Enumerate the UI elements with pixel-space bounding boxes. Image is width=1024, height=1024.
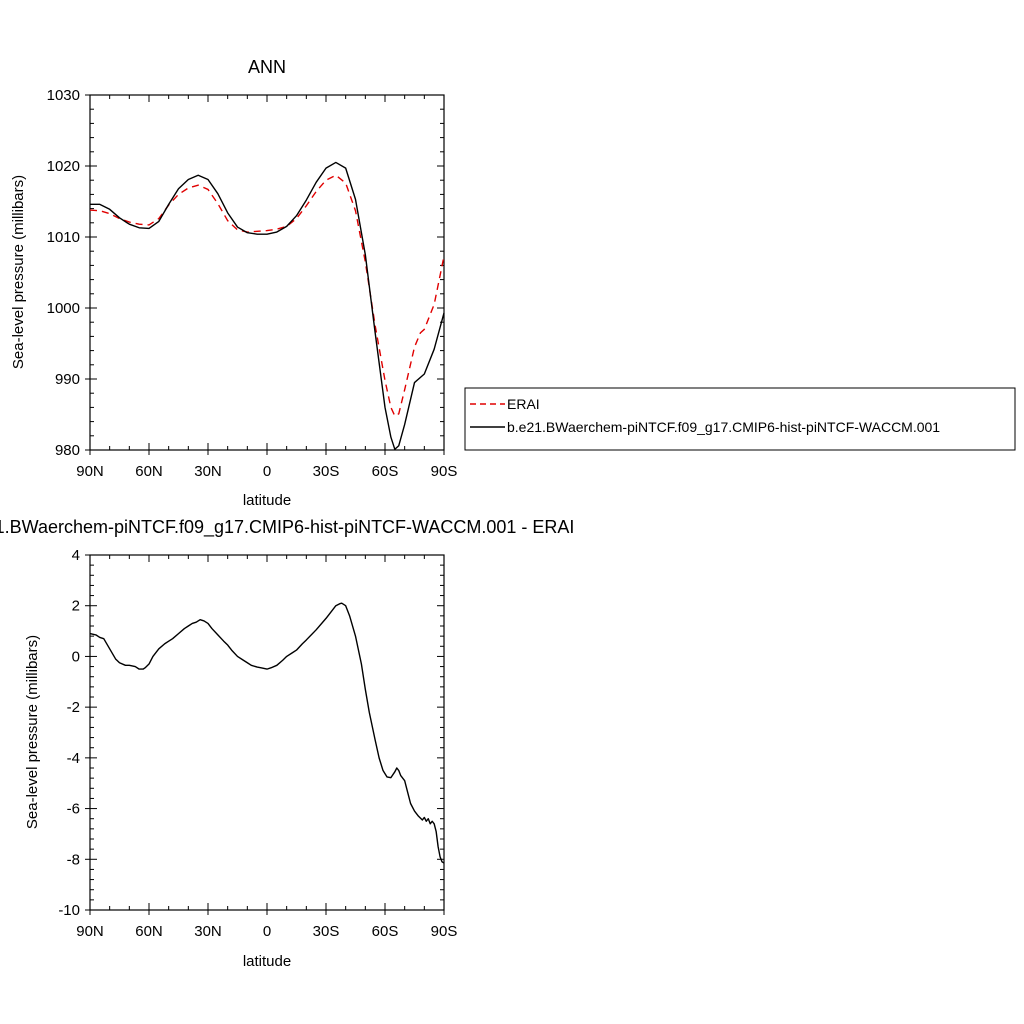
y-tick-label: 1030 xyxy=(47,87,80,104)
x-tick-label: 60S xyxy=(372,923,399,940)
x-tick-label: 30N xyxy=(194,923,222,940)
bottom-series-lines xyxy=(89,602,445,864)
top-y-ticks: 980 990 1000 1010 1020 1030 xyxy=(47,87,444,459)
y-tick-label: 1020 xyxy=(47,158,80,175)
x-tick-label: 30N xyxy=(194,463,222,480)
y-tick-label: 1010 xyxy=(47,229,80,246)
x-tick-label: 30S xyxy=(313,463,340,480)
legend: ERAI b.e21.BWaerchem-piNTCF.f09_g17.CMIP… xyxy=(464,387,1016,451)
y-tick-label: -10 xyxy=(58,902,80,919)
x-tick-label: 90S xyxy=(431,923,458,940)
y-tick-label: 0 xyxy=(72,648,80,665)
top-panel: ANN 90N 60N 30N 0 30S 60S 90S 980 990 1000 1010 10… xyxy=(10,57,457,509)
bottom-plot-frame xyxy=(89,554,445,911)
top-x-ticks: 90N 60N 30N 0 30S 60S 90S xyxy=(76,95,457,480)
x-tick-label: 60S xyxy=(372,463,399,480)
x-tick-label: 0 xyxy=(263,923,271,940)
x-tick-label: 90S xyxy=(431,463,458,480)
y-tick-label: 4 xyxy=(72,547,80,564)
y-tick-label: 980 xyxy=(55,442,80,459)
legend-box xyxy=(464,387,1016,451)
x-tick-label: 60N xyxy=(135,463,163,480)
top-series-lines xyxy=(89,161,445,450)
y-tick-label: 990 xyxy=(55,371,80,388)
y-tick-label: -8 xyxy=(67,851,80,868)
bottom-y-ticks: -10 -8 -6 -4 -2 0 2 4 xyxy=(58,547,444,919)
x-tick-label: 0 xyxy=(263,463,271,480)
series-line-1 xyxy=(90,161,445,450)
y-tick-label: -4 xyxy=(67,750,80,767)
bottom-panel: b.e21.BWaerchem-piNTCF.f09_g17.CMIP6-his… xyxy=(0,517,574,970)
top-x-axis-label: latitude xyxy=(243,492,291,509)
series-line-0 xyxy=(89,174,445,417)
top-y-axis-label: Sea-level pressure (millibars) xyxy=(10,175,27,369)
top-plot-frame xyxy=(89,94,445,451)
bottom-x-ticks: 90N 60N 30N 0 30S 60S 90S xyxy=(76,555,457,940)
legend-label-erai: ERAI xyxy=(507,396,540,412)
bottom-y-axis-label: Sea-level pressure (millibars) xyxy=(24,635,41,829)
top-chart-title: ANN xyxy=(248,57,286,77)
x-tick-label: 90N xyxy=(76,463,104,480)
y-tick-label: -6 xyxy=(67,801,80,818)
x-tick-label: 60N xyxy=(135,923,163,940)
series-line-0 xyxy=(89,602,445,864)
y-tick-label: 2 xyxy=(72,598,80,615)
x-tick-label: 30S xyxy=(313,923,340,940)
y-tick-label: 1000 xyxy=(47,300,80,317)
y-tick-label: -2 xyxy=(67,699,80,716)
bottom-chart-title: b.e21.BWaerchem-piNTCF.f09_g17.CMIP6-his… xyxy=(0,517,574,538)
bottom-x-axis-label: latitude xyxy=(243,953,291,970)
legend-label-model: b.e21.BWaerchem-piNTCF.f09_g17.CMIP6-his… xyxy=(507,419,940,435)
x-tick-label: 90N xyxy=(76,923,104,940)
